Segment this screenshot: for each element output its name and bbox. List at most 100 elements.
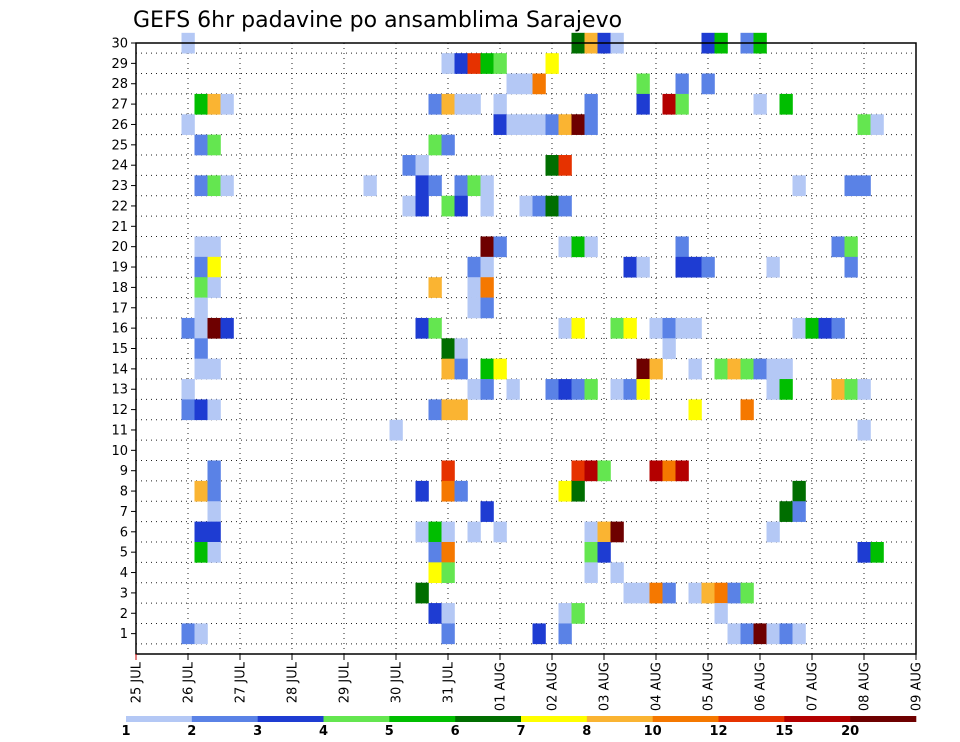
data-cell: [194, 297, 208, 319]
data-cell: [220, 175, 234, 197]
data-cell: [558, 480, 572, 502]
y-tick-label: 8: [120, 485, 128, 500]
data-cell: [779, 93, 793, 115]
data-cell: [649, 582, 663, 604]
data-cell: [441, 521, 455, 543]
colorbar-label: 15: [775, 724, 793, 739]
data-cell: [636, 358, 650, 380]
data-cell: [415, 582, 429, 604]
data-cell: [675, 93, 689, 115]
data-cell: [571, 460, 585, 482]
data-cell: [623, 256, 637, 278]
data-cell: [649, 358, 663, 380]
data-cell: [480, 501, 494, 522]
data-cell: [766, 256, 780, 278]
data-cell: [545, 155, 559, 176]
data-cell: [662, 582, 676, 604]
data-cell: [441, 358, 455, 380]
data-cell: [584, 562, 598, 584]
x-tick-label: 01 AUG: [494, 662, 509, 711]
data-cell: [779, 623, 793, 645]
data-cell: [545, 379, 559, 400]
data-cell: [636, 256, 650, 278]
y-tick-label: 22: [111, 199, 128, 214]
data-cell: [454, 53, 468, 74]
data-cell: [857, 114, 871, 135]
data-cell: [194, 256, 208, 278]
data-cell: [675, 73, 689, 95]
y-tick-label: 11: [111, 423, 128, 438]
data-cell: [467, 297, 481, 319]
data-cell: [740, 399, 754, 421]
colorbar-label: 8: [582, 724, 591, 739]
x-tick-label: 05 AUG: [702, 662, 717, 711]
data-cell: [454, 338, 468, 359]
colorbar-label: 2: [187, 724, 196, 739]
y-axis-ticks: 1234567891011121314151617181920212223242…: [111, 37, 136, 642]
data-cell: [207, 460, 221, 482]
data-cell: [207, 501, 221, 522]
data-cell: [584, 93, 598, 115]
data-cell: [363, 175, 377, 197]
x-tick-label: 08 AUG: [858, 662, 873, 711]
data-cell: [194, 134, 208, 156]
data-cell: [688, 256, 702, 278]
colorbar-swatch: [784, 716, 851, 722]
y-tick-label: 26: [111, 118, 128, 133]
data-cell: [454, 93, 468, 115]
x-tick-label: 26 JUL: [182, 661, 197, 703]
data-cell: [571, 480, 585, 502]
data-cell: [649, 460, 663, 482]
y-tick-label: 13: [111, 383, 128, 398]
data-cell: [441, 460, 455, 482]
data-cell: [207, 277, 221, 298]
data-cell: [571, 317, 585, 339]
data-cell: [194, 338, 208, 359]
data-cell: [454, 358, 468, 380]
data-cell: [194, 521, 208, 543]
data-cell: [493, 53, 507, 74]
colorbar-swatch: [521, 716, 588, 722]
data-cell: [194, 277, 208, 298]
data-cell: [467, 521, 481, 543]
colorbar-label: 10: [644, 724, 662, 739]
data-cell: [493, 521, 507, 543]
data-cell: [727, 358, 741, 380]
y-tick-label: 30: [111, 37, 128, 52]
y-tick-label: 19: [111, 261, 128, 276]
data-cell: [688, 317, 702, 339]
colorbar-swatch: [652, 716, 719, 722]
colorbar-label: 12: [709, 724, 727, 739]
data-cell: [467, 175, 481, 197]
data-cell: [610, 379, 624, 400]
colorbar-swatch: [389, 716, 456, 722]
data-cell: [649, 317, 663, 339]
data-cell: [402, 155, 416, 176]
data-cell: [844, 175, 858, 197]
data-cell: [181, 399, 195, 421]
data-cell: [454, 175, 468, 197]
data-cell: [623, 379, 637, 400]
data-cell: [480, 236, 494, 258]
y-tick-label: 7: [120, 505, 128, 520]
data-cell: [493, 358, 507, 380]
y-tick-label: 27: [111, 98, 128, 113]
y-tick-label: 5: [120, 546, 128, 561]
data-cell: [493, 114, 507, 135]
y-tick-label: 15: [111, 342, 128, 357]
data-cell: [415, 175, 429, 197]
data-cell: [688, 582, 702, 604]
x-tick-label: 03 AUG: [598, 662, 613, 711]
data-cell: [597, 521, 611, 543]
y-tick-label: 12: [111, 403, 128, 418]
data-cell: [454, 399, 468, 421]
data-cell: [766, 358, 780, 380]
data-cell: [792, 623, 806, 645]
colorbar-swatch: [126, 716, 193, 722]
data-cell: [584, 541, 598, 563]
data-cell: [740, 623, 754, 645]
data-cell: [636, 73, 650, 95]
colorbar-swatch: [586, 716, 653, 722]
data-cell: [467, 53, 481, 74]
x-tick-label: 27 JUL: [234, 661, 249, 703]
